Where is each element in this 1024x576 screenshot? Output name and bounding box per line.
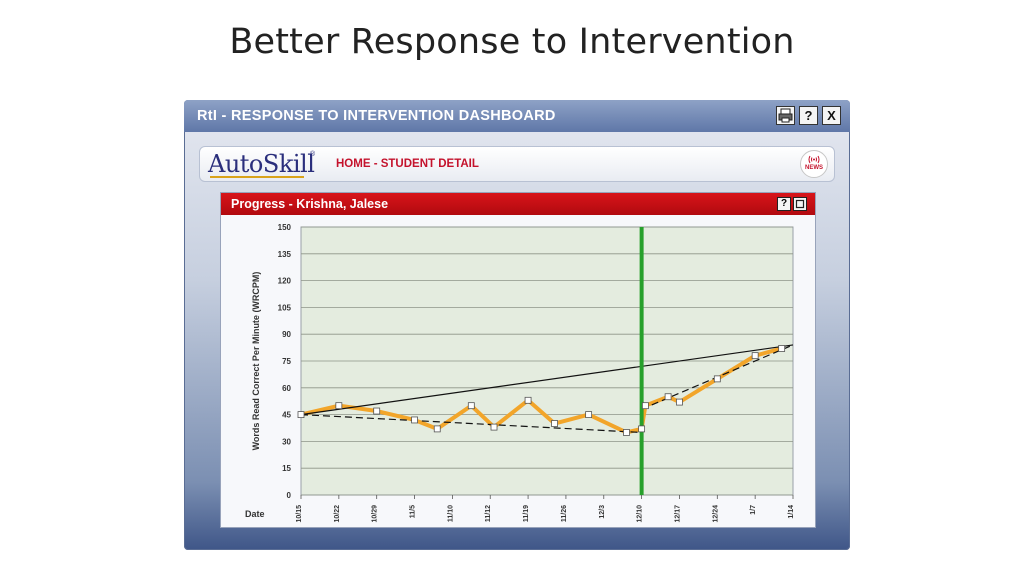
x-tick-label: 11/12 (485, 505, 492, 522)
x-tick-label: 1/14 (788, 505, 795, 519)
panel-maximize-button[interactable] (793, 197, 807, 211)
x-tick-label: 12/17 (674, 505, 681, 523)
data-point (551, 420, 558, 427)
window-title: RtI - RESPONSE TO INTERVENTION DASHBOARD (197, 108, 556, 124)
breadcrumb[interactable]: HOME - STUDENT DETAIL (336, 158, 479, 170)
nav-bar: AutoSkill ® HOME - STUDENT DETAIL NEWS (199, 146, 835, 182)
window-title-bar: RtI - RESPONSE TO INTERVENTION DASHBOARD… (184, 100, 850, 132)
help-button[interactable]: ? (799, 106, 818, 125)
data-point (641, 402, 649, 410)
data-point (638, 425, 646, 433)
y-tick-label: 135 (278, 250, 292, 259)
y-tick-label: 105 (278, 303, 292, 312)
logo-underline (210, 176, 304, 178)
antenna-icon (808, 155, 820, 164)
y-tick-label: 75 (282, 357, 291, 366)
panel-header: Progress - Krishna, Jalese ? (221, 193, 815, 215)
x-tick-label: 11/19 (523, 505, 530, 522)
news-label: NEWS (805, 165, 823, 171)
print-button[interactable] (776, 106, 795, 125)
data-point (467, 402, 475, 410)
data-point (778, 345, 786, 352)
x-tick-label: 12/10 (637, 505, 644, 523)
y-tick-label: 0 (287, 491, 292, 500)
data-point (297, 411, 305, 419)
progress-series-line (300, 346, 783, 435)
y-tick-label: 120 (278, 277, 292, 286)
y-axis-label: Words Read Correct Per Minute (WRCPM) (251, 272, 261, 451)
panel-help-button[interactable]: ? (777, 197, 791, 211)
progress-chart: 0 15 30 45 60 75 90 105 120 135 150 10/15 10/22 10/29… (245, 223, 795, 523)
slide-title: Better Response to Intervention (229, 22, 795, 62)
panel-title: Progress - Krishna, Jalese (231, 197, 389, 211)
data-point (751, 352, 759, 360)
data-point (713, 375, 721, 383)
x-tick-label: 11/10 (447, 505, 454, 522)
x-tick-label: 1/7 (750, 505, 757, 515)
data-point (373, 407, 381, 415)
y-tick-label: 15 (282, 464, 291, 473)
y-tick-label: 30 (282, 437, 291, 446)
news-button[interactable]: NEWS (800, 150, 828, 178)
data-point (411, 416, 418, 424)
goal-line (300, 344, 794, 416)
data-point (664, 393, 672, 401)
y-tick-label: 150 (278, 223, 292, 232)
y-tick-label: 90 (282, 330, 291, 339)
printer-icon (778, 108, 793, 123)
data-point (676, 398, 683, 406)
data-point (585, 411, 593, 419)
autoskill-logo[interactable]: AutoSkill (208, 150, 315, 178)
progress-panel: Progress - Krishna, Jalese ? 0 15 30 45 60 75… (220, 192, 816, 528)
y-tick-label: 60 (282, 384, 291, 393)
trend-line-dashed (300, 414, 642, 434)
x-tick-label: 12/3 (599, 505, 606, 519)
x-tick-label: 11/26 (561, 505, 568, 522)
x-tick-label: 10/22 (334, 505, 341, 523)
x-tick-label: 10/29 (372, 505, 379, 523)
data-point (623, 429, 630, 436)
close-button[interactable]: X (822, 106, 841, 125)
dashboard-window: RtI - RESPONSE TO INTERVENTION DASHBOARD… (184, 100, 850, 550)
x-tick-label: 10/15 (296, 505, 303, 523)
y-tick-label: 45 (282, 411, 291, 420)
data-point (335, 402, 343, 410)
data-point (524, 396, 532, 404)
x-axis-label: Date (245, 509, 265, 519)
x-tick-label: 12/24 (712, 505, 719, 523)
registered-mark: ® (310, 151, 316, 158)
square-icon (795, 199, 805, 209)
data-point (433, 425, 441, 433)
x-tick-label: 11/5 (410, 505, 417, 518)
data-point (490, 423, 498, 431)
